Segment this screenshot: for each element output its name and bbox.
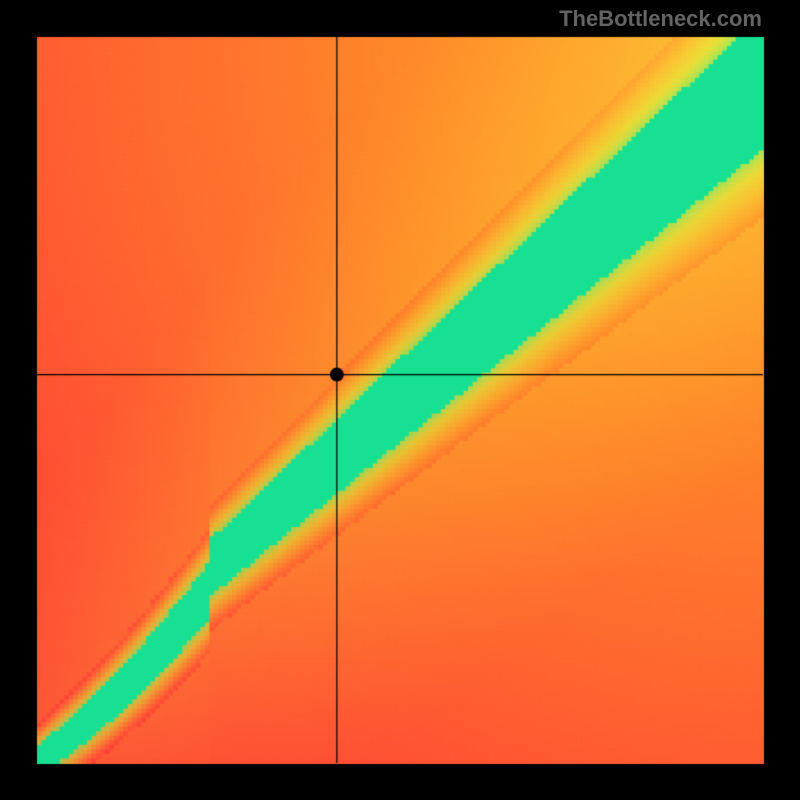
watermark-text: TheBottleneck.com xyxy=(559,6,762,32)
bottleneck-heatmap xyxy=(0,0,800,800)
chart-container: TheBottleneck.com xyxy=(0,0,800,800)
